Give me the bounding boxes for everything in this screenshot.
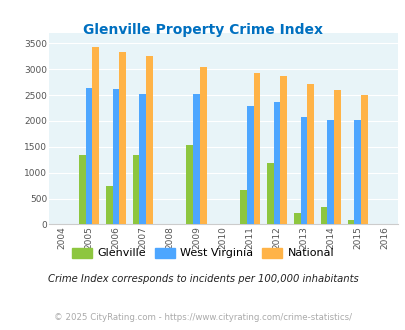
Bar — [239, 190, 246, 224]
Legend: Glenville, West Virginia, National: Glenville, West Virginia, National — [67, 243, 338, 263]
Bar — [347, 220, 354, 224]
Bar — [106, 185, 112, 224]
Bar — [280, 77, 286, 224]
Bar — [333, 90, 340, 224]
Bar — [112, 89, 119, 224]
Bar — [300, 117, 307, 224]
Text: Crime Index corresponds to incidents per 100,000 inhabitants: Crime Index corresponds to incidents per… — [47, 274, 358, 284]
Bar — [307, 84, 313, 224]
Bar — [186, 145, 193, 224]
Bar — [326, 120, 333, 224]
Bar — [146, 56, 152, 224]
Text: Glenville Property Crime Index: Glenville Property Crime Index — [83, 23, 322, 37]
Bar — [273, 102, 280, 224]
Bar — [193, 93, 199, 224]
Bar — [119, 51, 126, 224]
Bar — [293, 213, 300, 224]
Bar — [85, 88, 92, 224]
Bar — [132, 154, 139, 224]
Text: © 2025 CityRating.com - https://www.cityrating.com/crime-statistics/: © 2025 CityRating.com - https://www.city… — [54, 313, 351, 322]
Bar — [266, 163, 273, 224]
Bar — [354, 120, 360, 224]
Bar — [199, 67, 206, 224]
Bar — [79, 154, 85, 224]
Bar — [360, 95, 367, 224]
Bar — [139, 93, 146, 224]
Bar — [320, 207, 326, 224]
Bar — [253, 73, 260, 224]
Bar — [246, 107, 253, 224]
Bar — [92, 48, 99, 224]
